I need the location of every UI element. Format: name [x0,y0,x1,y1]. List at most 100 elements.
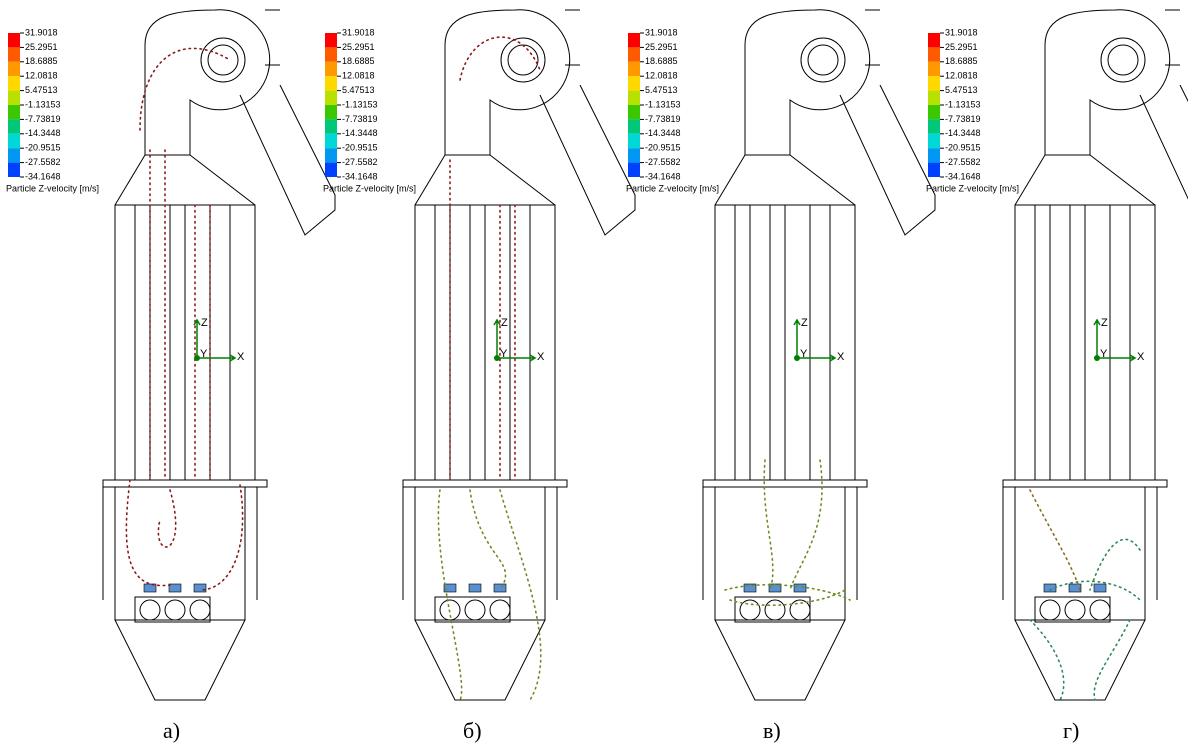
device-outline [1034,596,1111,623]
legend-label: 5.47513 [645,85,678,95]
legend-label: 25.2951 [945,42,978,52]
axis-arrow [193,318,201,358]
legend-band [928,133,940,149]
device-outline [402,487,558,621]
legend-label: 25.2951 [645,42,678,52]
nozzle-pipe [789,599,811,621]
legend-label: 18.6885 [25,56,58,66]
legend-band [928,61,940,77]
legend-band [928,148,940,163]
legend-band [8,105,20,120]
legend-label: -20.9515 [645,143,681,153]
legend-band [8,162,20,177]
legend-band [928,119,940,134]
legend-label: 18.6885 [945,56,978,66]
legend-band [325,90,337,105]
legend-band [325,148,337,163]
axis-label: Z [501,317,508,329]
scroll-core [1107,44,1139,76]
scroll-core [207,44,239,76]
device-outline [702,487,858,621]
legend-label: -34.1648 [25,171,61,181]
axis-label: Y [500,348,508,360]
nozzle-pipe [739,599,761,621]
legend-band [325,61,337,77]
legend-band [8,133,20,149]
scroll-inner [200,37,246,83]
device-outline [539,9,636,236]
legend-label: -1.13153 [25,99,61,109]
axis-label: X [1137,351,1145,363]
axis-label: Z [1101,317,1108,329]
nozzle [443,583,457,593]
axis-arrow [493,318,501,358]
nozzle-pipe [1039,599,1061,621]
axis-origin [1094,355,1100,361]
nozzle-pipe [139,599,161,621]
nozzle-pipe [489,599,511,621]
panel: 31.9018 25.2951 18.6885 12.0818 5.47513 -1.13… [323,9,636,743]
panel-label: в) [763,718,781,743]
legend-label: -20.9515 [25,143,61,153]
nozzle-pipe [764,599,786,621]
axis-arrow [197,354,237,362]
legend-label: -14.3448 [645,128,681,138]
legend-label: 12.0818 [645,71,678,81]
nozzle-pipe [439,599,461,621]
legend-band [325,162,337,177]
legend-label: -1.13153 [645,99,681,109]
nozzle [193,583,207,593]
device-outline [1139,9,1188,200]
device-outline [239,9,336,236]
legend-label: 31.9018 [945,27,978,37]
legend-band [8,148,20,163]
legend-label: -34.1648 [645,171,681,181]
scroll-inner [500,37,546,83]
legend-label: -27.5582 [945,157,981,167]
axis-origin [494,355,500,361]
nozzle-pipe [1089,599,1111,621]
legend-label: -14.3448 [342,128,378,138]
legend-label: -14.3448 [945,128,981,138]
legend-label: 31.9018 [645,27,678,37]
axis-label: Z [801,317,808,329]
nozzle-pipe [1064,599,1086,621]
axis-origin [194,355,200,361]
panel: 31.9018 25.2951 18.6885 12.0818 5.47513 -1.13… [626,9,936,743]
legend-label: 25.2951 [25,42,58,52]
legend-label: -7.73819 [945,114,981,124]
legend-label: 12.0818 [25,71,58,81]
device-outline [839,9,936,236]
nozzle [768,583,782,593]
axis-arrow [497,354,537,362]
legend-band [8,76,20,91]
particle-trail [437,489,542,701]
panel-label: а) [163,718,180,743]
legend-band [8,47,20,62]
legend-band [8,90,20,105]
legend-label: 12.0818 [342,71,375,81]
legend-label: 31.9018 [342,27,375,37]
legend-label: -14.3448 [25,128,61,138]
device-outline [114,619,246,701]
panel: 31.9018 25.2951 18.6885 12.0818 5.47513 -1.13… [926,9,1188,743]
legend-title: Particle Z-velocity [m/s] [323,183,416,193]
nozzle-pipe [464,599,486,621]
nozzle-pipe [189,599,211,621]
panel-label: б) [463,718,482,743]
legend-band [628,105,640,120]
device-outline [102,479,268,488]
legend-band [8,61,20,77]
device-outline [402,479,568,488]
legend-title: Particle Z-velocity [m/s] [926,183,1019,193]
device-outline [744,9,871,155]
legend-label: -27.5582 [645,157,681,167]
legend-label: -34.1648 [945,171,981,181]
device-outline [1002,487,1158,621]
nozzle [793,583,807,593]
legend-band [628,47,640,62]
panel: 31.9018 25.2951 18.6885 12.0818 5.47513 -1.13… [6,9,336,743]
legend-label: 18.6885 [342,56,375,66]
particle-trail [1029,489,1081,591]
axis-label: Y [800,348,808,360]
